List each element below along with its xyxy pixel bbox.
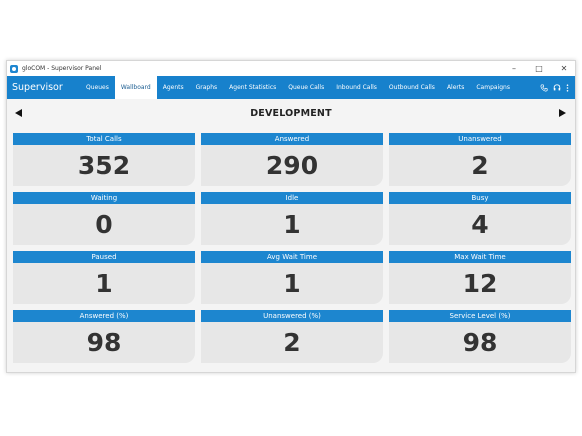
tile-label: Avg Wait Time	[201, 251, 383, 263]
main-navbar: Supervisor Queues Wallboard Agents Graph…	[7, 76, 575, 99]
tile-label: Answered (%)	[13, 310, 195, 322]
tile-label: Paused	[13, 251, 195, 263]
tile-value: 1	[95, 269, 113, 298]
tile-answered-percent: Answered (%) 98	[13, 310, 195, 363]
close-button[interactable]: ✕	[560, 64, 568, 73]
department-header: DEVELOPMENT	[7, 99, 575, 127]
tile-label: Busy	[389, 192, 571, 204]
tile-label: Waiting	[13, 192, 195, 204]
brand-title: Supervisor	[12, 82, 63, 93]
tile-answered: Answered 290	[201, 133, 383, 186]
tab-inbound-calls[interactable]: Inbound Calls	[336, 84, 377, 91]
tile-label: Max Wait Time	[389, 251, 571, 263]
headset-icon[interactable]	[553, 83, 561, 92]
tile-value: 2	[471, 151, 489, 180]
tile-label: Total Calls	[13, 133, 195, 145]
tile-value: 12	[462, 269, 498, 298]
tile-avg-wait-time: Avg Wait Time 1	[201, 251, 383, 304]
nav-tabs: Queues Wallboard Agents Graphs Agent Sta…	[80, 76, 516, 99]
tile-total-calls: Total Calls 352	[13, 133, 195, 186]
tile-service-level-percent: Service Level (%) 98	[389, 310, 571, 363]
tile-value: 98	[86, 328, 122, 357]
tile-label: Service Level (%)	[389, 310, 571, 322]
previous-department-arrow-icon[interactable]	[15, 109, 22, 117]
tile-value: 4	[471, 210, 489, 239]
tab-alerts[interactable]: Alerts	[446, 84, 465, 91]
tile-value: 1	[283, 269, 301, 298]
tile-max-wait-time: Max Wait Time 12	[389, 251, 571, 304]
tab-campaigns[interactable]: Campaigns	[476, 84, 510, 91]
tab-outbound-calls[interactable]: Outbound Calls	[388, 84, 435, 91]
tile-label: Unanswered (%)	[201, 310, 383, 322]
tile-busy: Busy 4	[389, 192, 571, 245]
tile-value: 352	[77, 151, 131, 180]
tile-value: 0	[95, 210, 113, 239]
title-bar: gloCOM - Supervisor Panel – □ ✕	[7, 61, 575, 76]
phone-icon[interactable]	[540, 83, 548, 92]
tile-unanswered-percent: Unanswered (%) 2	[201, 310, 383, 363]
tab-queues[interactable]: Queues	[86, 84, 109, 91]
minimize-button[interactable]: –	[512, 64, 516, 73]
tab-queue-calls[interactable]: Queue Calls	[288, 84, 325, 91]
maximize-button[interactable]: □	[535, 64, 543, 73]
tile-value: 1	[283, 210, 301, 239]
tile-label: Idle	[201, 192, 383, 204]
tile-value: 98	[462, 328, 498, 357]
nav-icon-group	[540, 76, 569, 99]
tab-wallboard[interactable]: Wallboard	[114, 76, 157, 99]
tile-idle: Idle 1	[201, 192, 383, 245]
tile-paused: Paused 1	[13, 251, 195, 304]
next-department-arrow-icon[interactable]	[559, 109, 566, 117]
tile-label: Answered	[201, 133, 383, 145]
supervisor-panel-window: gloCOM - Supervisor Panel – □ ✕ Supervis…	[6, 60, 576, 373]
tile-value: 290	[265, 151, 319, 180]
glocom-logo-icon	[10, 64, 18, 73]
tile-value: 2	[283, 328, 301, 357]
department-title: DEVELOPMENT	[250, 107, 332, 119]
tab-agents[interactable]: Agents	[162, 84, 184, 91]
tile-unanswered: Unanswered 2	[389, 133, 571, 186]
tab-agent-statistics[interactable]: Agent Statistics	[229, 84, 277, 91]
window-title: gloCOM - Supervisor Panel	[22, 65, 102, 72]
more-menu-icon[interactable]	[566, 83, 569, 92]
tile-label: Unanswered	[389, 133, 571, 145]
tab-graphs[interactable]: Graphs	[195, 84, 218, 91]
window-controls: – □ ✕	[509, 61, 569, 76]
tile-waiting: Waiting 0	[13, 192, 195, 245]
